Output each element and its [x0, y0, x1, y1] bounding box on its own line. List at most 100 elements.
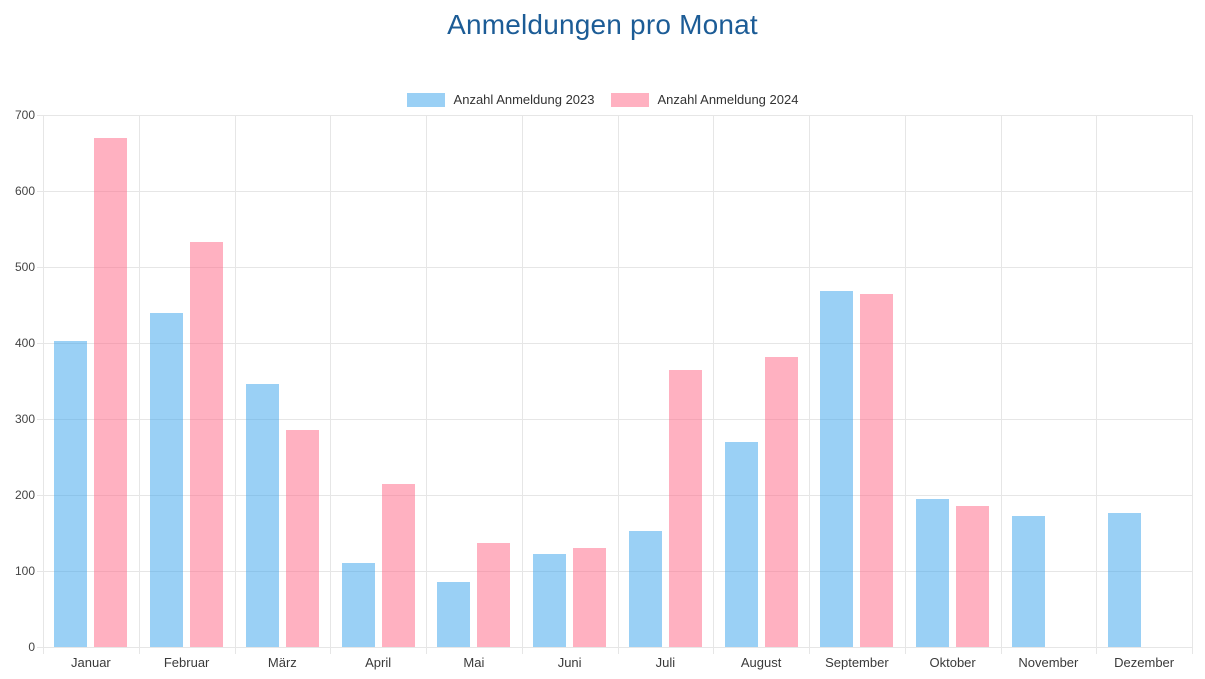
- v-gridline: [1096, 115, 1098, 647]
- x-tick-label-juni: Juni: [557, 655, 582, 670]
- month-group-dezember: [1096, 115, 1192, 647]
- x-tick-mark: [330, 647, 332, 654]
- y-axis: 0 100 200 300 400 500 600 700: [0, 108, 35, 654]
- legend-swatch-2024-icon: [610, 92, 649, 107]
- v-gridline: [904, 115, 906, 647]
- y-tick-label-100: 100: [14, 564, 35, 578]
- x-tick-mark: [1000, 647, 1002, 654]
- x-tick-label-mai: Mai: [463, 655, 485, 670]
- y-tick-label-500: 500: [14, 260, 35, 274]
- v-gridline: [521, 115, 523, 647]
- plot-area: [37, 115, 1193, 654]
- bar-2023-juni: [533, 554, 567, 647]
- month-group-januar: [43, 115, 139, 647]
- month-group-februar: [139, 115, 235, 647]
- month-group-oktober: [905, 115, 1001, 647]
- y-tick-label-300: 300: [14, 412, 35, 426]
- x-tick-label-januar: Januar: [71, 655, 111, 670]
- x-tick-label-dezember: Dezember: [1114, 655, 1175, 670]
- bar-2023-juli: [628, 531, 662, 647]
- x-tick-mark: [426, 647, 427, 654]
- x-tick-label-august: August: [740, 655, 782, 670]
- y-tick-label-600: 600: [14, 184, 35, 198]
- v-gridline: [426, 115, 427, 647]
- y-tick-mark: [37, 647, 43, 648]
- chart-title: Anmeldungen pro Monat: [447, 9, 758, 40]
- x-tick-mark: [617, 647, 619, 654]
- month-group-november: [1001, 115, 1097, 647]
- x-tick-label-september: September: [825, 655, 889, 670]
- y-tick-mark: [37, 419, 43, 420]
- legend-item-2023[interactable]: Anzahl Anmeldung 2023: [406, 92, 595, 107]
- legend-label-2023: Anzahl Anmeldung 2023: [453, 92, 595, 107]
- month-group-juli: [618, 115, 714, 647]
- x-tick-label-oktober: Oktober: [929, 655, 976, 670]
- bar-2024-juni: [573, 548, 607, 647]
- bars-layer: [43, 115, 1192, 647]
- x-tick-label-februar: Februar: [163, 655, 210, 670]
- x-tick-label-november: November: [1018, 655, 1079, 670]
- x-tick-label-märz: März: [267, 655, 297, 670]
- bar-2024-märz: [285, 430, 319, 647]
- x-tick-mark: [904, 647, 906, 654]
- month-group-mai: [426, 115, 522, 647]
- y-tick-mark: [37, 191, 43, 192]
- bar-2024-august: [764, 357, 798, 647]
- v-gridline: [43, 115, 44, 647]
- y-tick-mark: [37, 267, 43, 268]
- x-tick-mark: [1096, 647, 1098, 654]
- bar-2023-januar: [54, 340, 88, 647]
- bar-2024-april: [381, 483, 415, 647]
- v-gridline: [809, 115, 810, 647]
- month-group-august: [713, 115, 809, 647]
- x-tick-mark: [234, 647, 236, 654]
- v-gridline: [1000, 115, 1002, 647]
- legend-item-2024[interactable]: Anzahl Anmeldung 2024: [610, 92, 799, 107]
- bar-2024-oktober: [956, 506, 990, 647]
- bar-2023-oktober: [916, 498, 950, 647]
- legend: Anzahl Anmeldung 2023 Anzahl Anmeldung 2…: [0, 92, 1205, 107]
- y-tick-label-0: 0: [28, 640, 35, 654]
- bar-2024-februar: [190, 241, 224, 647]
- x-tick-mark: [43, 647, 44, 654]
- month-group-april: [330, 115, 426, 647]
- v-gridline: [138, 115, 140, 647]
- x-tick-mark: [138, 647, 140, 654]
- y-tick-mark: [37, 343, 43, 344]
- x-tick-mark: [713, 647, 715, 654]
- v-gridline: [617, 115, 619, 647]
- legend-swatch-2023-icon: [406, 92, 445, 107]
- bar-2023-februar: [150, 312, 184, 647]
- v-gridline: [234, 115, 236, 647]
- x-tick-mark: [809, 647, 810, 654]
- bar-2023-april: [341, 563, 375, 647]
- bar-2023-august: [724, 441, 758, 647]
- bar-2023-november: [1011, 515, 1045, 647]
- month-group-juni: [522, 115, 618, 647]
- y-tick-mark: [37, 571, 43, 572]
- bar-2024-september: [860, 293, 894, 647]
- y-tick-label-400: 400: [14, 336, 35, 350]
- v-gridline: [1192, 115, 1193, 647]
- bar-2024-mai: [477, 542, 511, 647]
- x-tick-mark: [1192, 647, 1193, 654]
- bar-2023-märz: [245, 384, 279, 647]
- bar-2024-juli: [668, 369, 702, 647]
- bar-2023-mai: [437, 582, 471, 647]
- v-gridline: [330, 115, 332, 647]
- x-tick-mark: [521, 647, 523, 654]
- x-tick-label-april: April: [365, 655, 392, 670]
- legend-label-2024: Anzahl Anmeldung 2024: [657, 92, 799, 107]
- month-group-märz: [235, 115, 331, 647]
- y-tick-label-200: 200: [14, 488, 35, 502]
- x-tick-label-juli: Juli: [655, 655, 676, 670]
- bar-2024-januar: [94, 137, 128, 647]
- y-tick-label-700: 700: [14, 108, 35, 122]
- bar-2023-september: [820, 290, 854, 647]
- x-axis: Januar Februar März April Mai Juni Juli August S…: [43, 655, 1192, 670]
- v-gridline: [713, 115, 715, 647]
- y-tick-mark: [37, 115, 43, 116]
- month-group-september: [809, 115, 905, 647]
- y-tick-mark: [37, 495, 43, 496]
- bar-2023-dezember: [1107, 513, 1141, 647]
